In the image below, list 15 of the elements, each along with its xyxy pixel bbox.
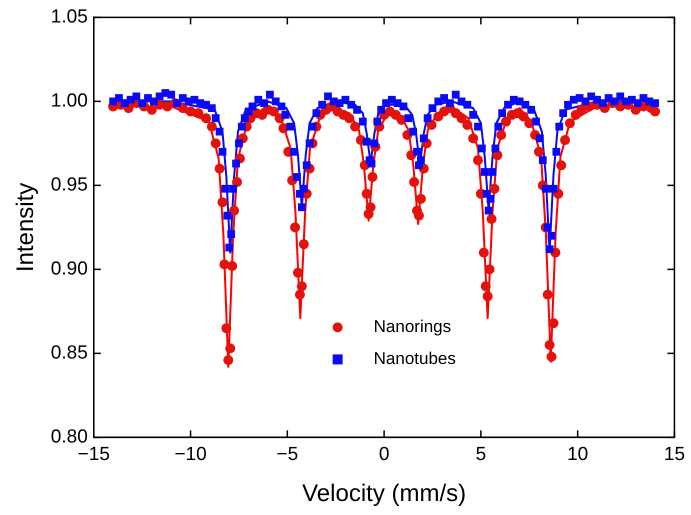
x-tick-label: −5 [276,444,298,466]
x-tick-label: 10 [567,444,588,466]
x-tick-label: 15 [664,444,686,466]
y-tick-label: 1.00 [50,90,88,112]
y-tick-label: 0.95 [50,174,88,196]
y-tick-label: 0.90 [50,258,88,280]
x-tick-label: −10 [174,444,207,466]
legend-label: Nanotubes [374,349,456,368]
x-tick-label: 0 [378,444,390,466]
legend-label: Nanorings [374,317,452,336]
y-axis-title: Intensity [12,182,40,272]
y-tick-label: 0.85 [50,342,88,364]
y-tick-label: 1.05 [50,6,88,28]
x-axis-title: Velocity (mm/s) [302,480,466,508]
x-tick-label: 5 [476,444,486,466]
